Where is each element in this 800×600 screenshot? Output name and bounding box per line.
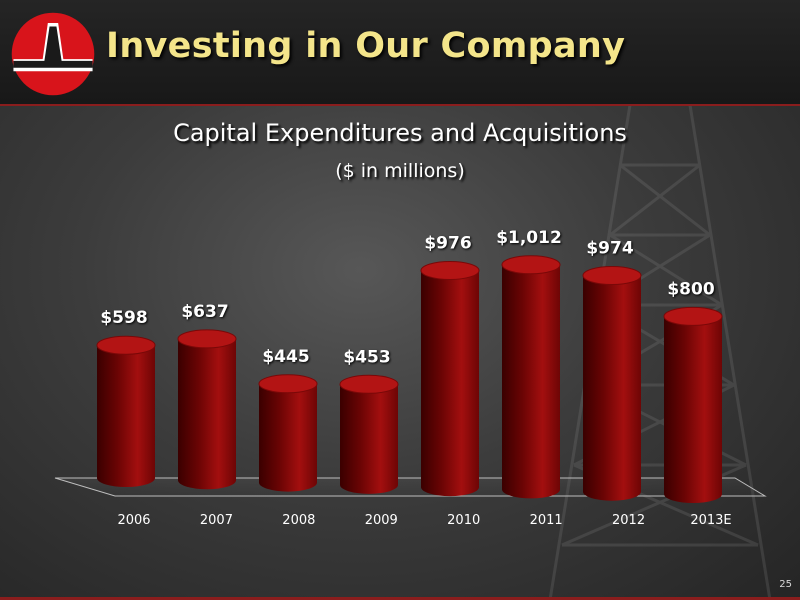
bar-2007 bbox=[178, 338, 236, 490]
bar-2008 bbox=[259, 383, 317, 492]
page-number: 25 bbox=[779, 579, 792, 590]
bar-top-2009 bbox=[339, 374, 399, 394]
x-tick-2009: 2009 bbox=[365, 513, 398, 528]
x-axis-tick-labels: 2006 2007 2008 2009 2010 2011 2012 2013E bbox=[117, 513, 731, 528]
bar-top-2013E bbox=[663, 306, 723, 326]
chart-subtitle: ($ in millions) bbox=[335, 160, 465, 182]
bar-top-2008 bbox=[258, 374, 318, 394]
slide-title: Investing in Our Company bbox=[106, 26, 626, 66]
data-label-2009: $453 bbox=[343, 347, 390, 367]
x-tick-2010: 2010 bbox=[447, 513, 480, 528]
bottom-rule bbox=[0, 597, 800, 600]
data-label-2013E: $800 bbox=[667, 279, 714, 299]
x-tick-2011: 2011 bbox=[530, 513, 563, 528]
x-tick-2007: 2007 bbox=[200, 513, 233, 528]
bar-2013E bbox=[664, 316, 722, 503]
company-logo-icon bbox=[11, 12, 95, 96]
header-bar: Investing in Our Company bbox=[0, 0, 800, 106]
x-tick-2012: 2012 bbox=[612, 513, 645, 528]
x-tick-2013E: 2013E bbox=[690, 513, 731, 528]
data-label-2007: $637 bbox=[181, 302, 228, 322]
data-label-2006: $598 bbox=[100, 308, 147, 328]
chart-floor bbox=[54, 477, 767, 497]
data-labels-layer: $598 $637 $445 $453 $976 $1,012 $974 $800 bbox=[100, 228, 714, 368]
bar-top-2012 bbox=[582, 265, 642, 285]
x-tick-2006: 2006 bbox=[117, 513, 150, 528]
bars-layer bbox=[96, 255, 723, 503]
data-label-2011: $1,012 bbox=[496, 228, 562, 248]
x-tick-2008: 2008 bbox=[282, 513, 315, 528]
data-label-2010: $976 bbox=[424, 233, 471, 253]
bar-top-2007 bbox=[177, 329, 237, 349]
bar-2006 bbox=[97, 345, 155, 487]
bar-top-2006 bbox=[96, 335, 156, 355]
bar-top-2010 bbox=[420, 260, 480, 280]
bar-2009 bbox=[340, 384, 398, 494]
bar-2011 bbox=[502, 264, 560, 499]
data-label-2012: $974 bbox=[586, 238, 633, 258]
bar-top-2011 bbox=[501, 255, 561, 275]
data-label-2008: $445 bbox=[262, 347, 309, 367]
bar-2010 bbox=[421, 270, 479, 497]
bar-2012 bbox=[583, 275, 641, 501]
chart-title: Capital Expenditures and Acquisitions bbox=[173, 119, 627, 147]
